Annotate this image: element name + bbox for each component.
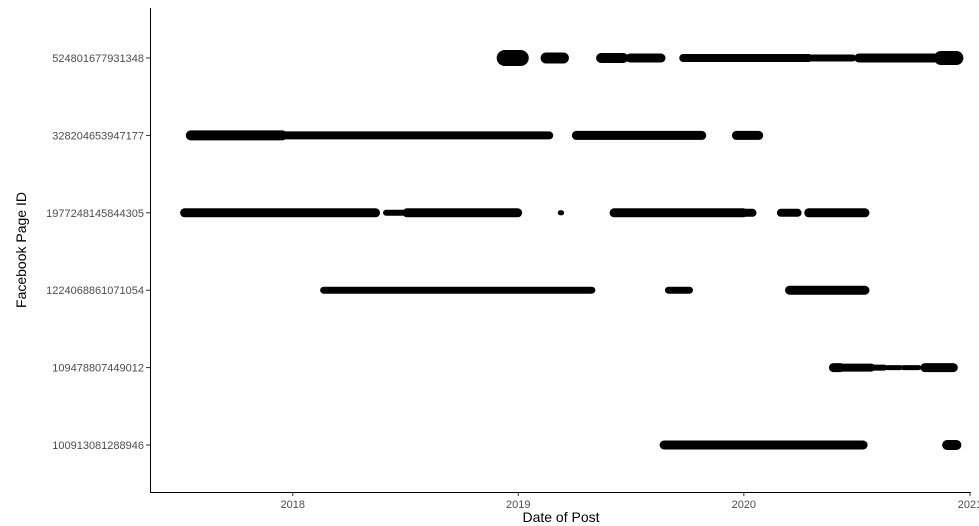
point-cluster (659, 440, 868, 450)
point-cluster (884, 365, 903, 371)
point-cluster (854, 53, 946, 63)
point-cluster (942, 440, 962, 450)
y-tick-label: 524801677931348 (52, 53, 144, 65)
point-cluster (180, 208, 381, 218)
y-tick-label: 1224068861071054 (46, 285, 144, 297)
point-cluster (920, 363, 958, 373)
point-cluster (540, 52, 569, 64)
x-tick-label: 2020 (732, 499, 756, 511)
point-cluster (731, 130, 764, 140)
x-tick-label: 2019 (506, 499, 530, 511)
point-cluster (609, 208, 748, 218)
point-cluster (383, 209, 408, 216)
y-tick-label: 100913081288946 (52, 440, 144, 452)
point-cluster (933, 51, 964, 65)
x-axis-title: Date of Post (522, 509, 599, 525)
series-109478807449012 (828, 363, 958, 373)
point-cluster (785, 285, 870, 295)
point-cluster (808, 54, 857, 62)
points-layer (180, 50, 964, 450)
point-cluster (596, 53, 629, 63)
series-100913081288946 (659, 440, 962, 450)
point-cluster (557, 210, 565, 216)
point-cluster (739, 208, 757, 217)
point-cluster (496, 50, 529, 66)
point-cluster (868, 364, 888, 371)
point-cluster (185, 130, 288, 141)
point-cluster (402, 208, 523, 218)
point-cluster (278, 131, 554, 140)
point-cluster (804, 208, 870, 218)
point-cluster (320, 286, 596, 294)
series-1977248145844305 (180, 208, 870, 218)
series-524801677931348 (496, 50, 964, 66)
point-cluster (900, 365, 922, 371)
y-tick-layer: 524801677931348 328204653947177 1977248145… (46, 53, 150, 452)
x-tick-layer: 2018 2019 2020 2021 (281, 492, 979, 511)
point-cluster (571, 130, 707, 140)
point-cluster (679, 54, 813, 62)
y-axis-title: Facebook Page ID (13, 192, 29, 308)
x-tick-label: 2018 (281, 499, 305, 511)
point-cluster (664, 286, 693, 294)
series-1224068861071054 (320, 285, 870, 295)
point-cluster (625, 53, 666, 63)
y-tick-label: 328204653947177 (52, 130, 144, 142)
x-tick-label: 2021 (958, 499, 979, 511)
y-tick-label: 1977248145844305 (46, 208, 144, 220)
series-328204653947177 (185, 130, 764, 141)
point-cluster (776, 208, 802, 217)
point-cluster (836, 363, 876, 372)
y-tick-label: 109478807449012 (52, 363, 144, 375)
